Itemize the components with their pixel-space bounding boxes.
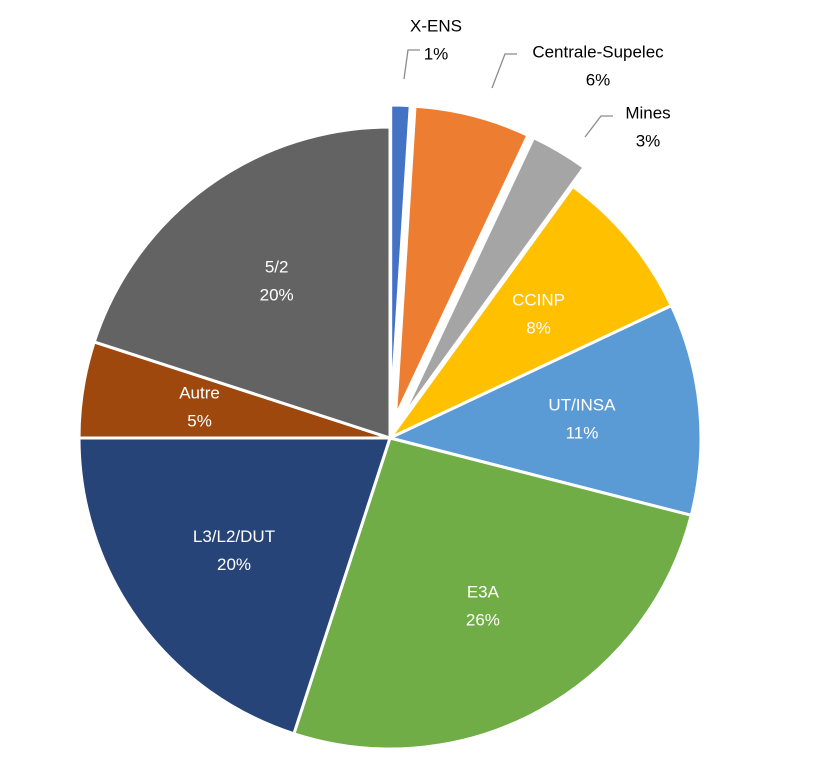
- slice-ccinp: [388, 184, 673, 440]
- label-name-l3-l2-dut: L3/L2/DUT: [193, 527, 275, 546]
- label-name-autre: Autre: [179, 383, 220, 402]
- label-percent-5-2: 20%: [260, 285, 294, 304]
- label-name-ccinp: CCINP: [512, 291, 565, 310]
- label-name-e3a: E3A: [467, 582, 500, 601]
- label-percent-l3-l2-dut: 20%: [217, 555, 251, 574]
- label-percent-ut-insa: 11%: [566, 423, 599, 442]
- leader-line-centrale-supelec: [491, 53, 517, 89]
- pie-slices: [77, 103, 703, 751]
- label-percent-x-ens: 1%: [424, 44, 449, 63]
- label-percent-e3a: 26%: [466, 610, 500, 629]
- leader-line-mines: [584, 115, 613, 138]
- label-name-centrale-supelec: Centrale-Supelec: [532, 42, 664, 61]
- label-name-ut-insa: UT/INSA: [548, 395, 616, 414]
- leader-lines: [403, 49, 613, 138]
- slice-l3-l2-dut: [77, 436, 392, 736]
- slice-5-2: [92, 125, 392, 440]
- label-name-mines: Mines: [625, 103, 670, 122]
- data-labels: X-ENS 1% Centrale-Supelec 6% Mines 3% CCINP 8% U…: [179, 16, 670, 629]
- leader-line-x-ens: [403, 49, 420, 80]
- label-percent-mines: 3%: [636, 131, 661, 150]
- slice-mines: [399, 136, 586, 421]
- label-percent-ccinp: 8%: [526, 319, 551, 338]
- slice-e3a: [292, 436, 693, 751]
- slice-ut-insa: [388, 304, 703, 517]
- label-percent-centrale-supelec: 6%: [586, 70, 611, 89]
- label-name-5-2: 5/2: [265, 257, 289, 276]
- label-percent-autre: 5%: [187, 411, 212, 430]
- slice-x-ens: [389, 103, 412, 418]
- label-name-x-ens: X-ENS: [410, 16, 462, 35]
- slice-centrale-supelec: [393, 104, 530, 419]
